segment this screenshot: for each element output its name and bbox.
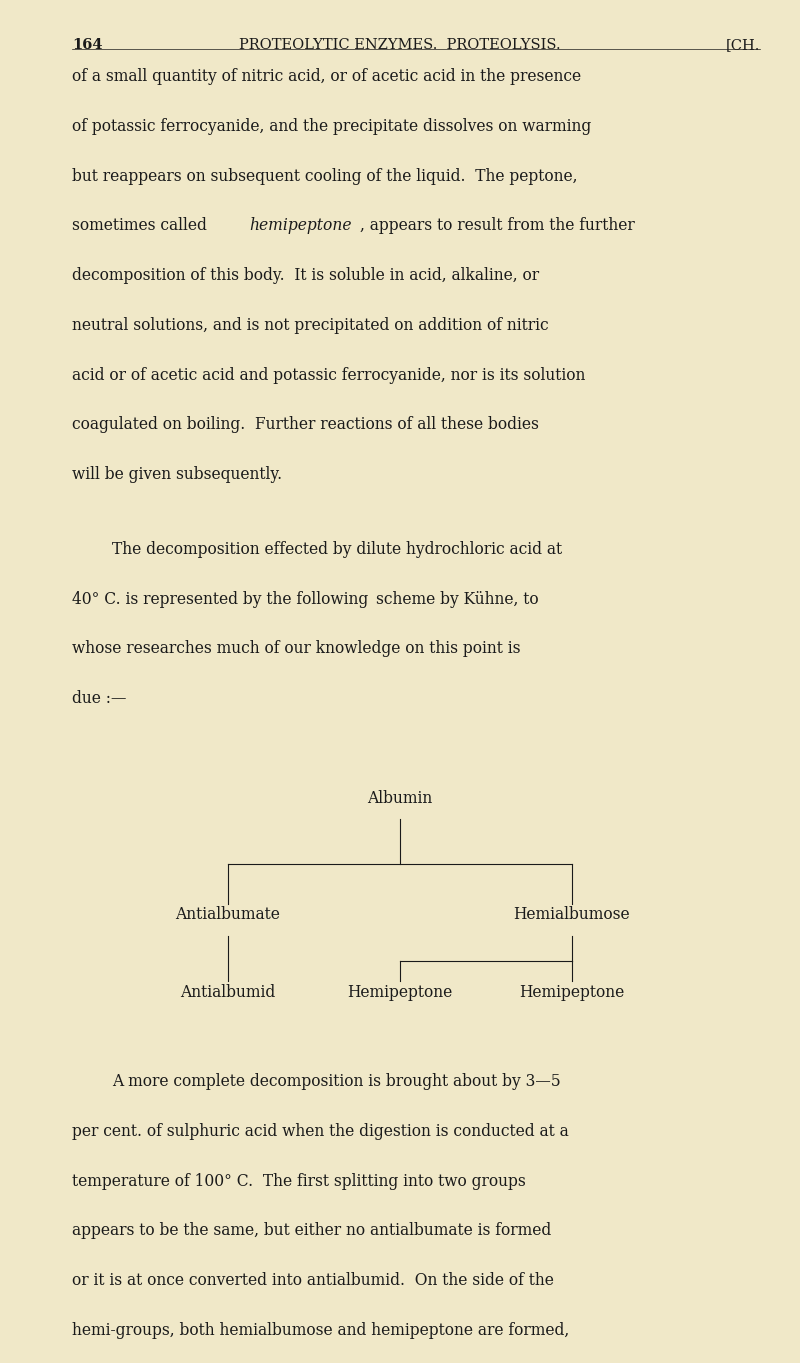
Text: of a small quantity of nitric acid, or of acetic acid in the presence: of a small quantity of nitric acid, or o… [72,68,581,85]
Text: decomposition of this body.  It is soluble in acid, alkaline, or: decomposition of this body. It is solubl… [72,267,539,284]
Text: [CH.: [CH. [726,38,760,52]
Text: 164: 164 [72,38,102,52]
Text: Albumin: Albumin [367,789,433,807]
Text: Hemipeptone: Hemipeptone [347,984,453,1000]
Text: hemipeptone: hemipeptone [250,217,352,234]
Text: temperature of 100° C.  The first splitting into two groups: temperature of 100° C. The first splitti… [72,1172,526,1190]
Text: Hemipeptone: Hemipeptone [519,984,625,1000]
Text: , appears to result from the further: , appears to result from the further [360,217,634,234]
Text: Antialbumate: Antialbumate [175,906,281,923]
Text: 40° C. is represented by the following scheme by Kühne, to: 40° C. is represented by the following s… [72,590,538,608]
Text: of potassic ferrocyanide, and the precipitate dissolves on warming: of potassic ferrocyanide, and the precip… [72,117,591,135]
Text: coagulated on boiling.  Further reactions of all these bodies: coagulated on boiling. Further reactions… [72,416,539,433]
Text: whose researches much of our knowledge on this point is: whose researches much of our knowledge o… [72,641,521,657]
Text: due :—: due :— [72,690,126,707]
Text: The decomposition effected by dilute hydrochloric acid at: The decomposition effected by dilute hyd… [112,541,562,557]
Text: neutral solutions, and is not precipitated on addition of nitric: neutral solutions, and is not precipitat… [72,316,549,334]
Text: per cent. of sulphuric acid when the digestion is conducted at a: per cent. of sulphuric acid when the dig… [72,1123,569,1139]
Text: but reappears on subsequent cooling of the liquid.  The peptone,: but reappears on subsequent cooling of t… [72,168,578,184]
Text: Antialbumid: Antialbumid [180,984,276,1000]
Text: acid or of acetic acid and potassic ferrocyanide, nor is its solution: acid or of acetic acid and potassic ferr… [72,367,586,383]
Text: will be given subsequently.: will be given subsequently. [72,466,282,483]
Text: or it is at once converted into antialbumid.  On the side of the: or it is at once converted into antialbu… [72,1272,554,1289]
Text: A more complete decomposition is brought about by 3—5: A more complete decomposition is brought… [112,1073,561,1090]
Text: hemi-groups, both hemialbumose and hemipeptone are formed,: hemi-groups, both hemialbumose and hemip… [72,1322,570,1338]
Text: appears to be the same, but either no antialbumate is formed: appears to be the same, but either no an… [72,1223,551,1239]
Text: sometimes called: sometimes called [72,217,212,234]
Text: Hemialbumose: Hemialbumose [514,906,630,923]
Text: PROTEOLYTIC ENZYMES.  PROTEOLYSIS.: PROTEOLYTIC ENZYMES. PROTEOLYSIS. [239,38,561,52]
